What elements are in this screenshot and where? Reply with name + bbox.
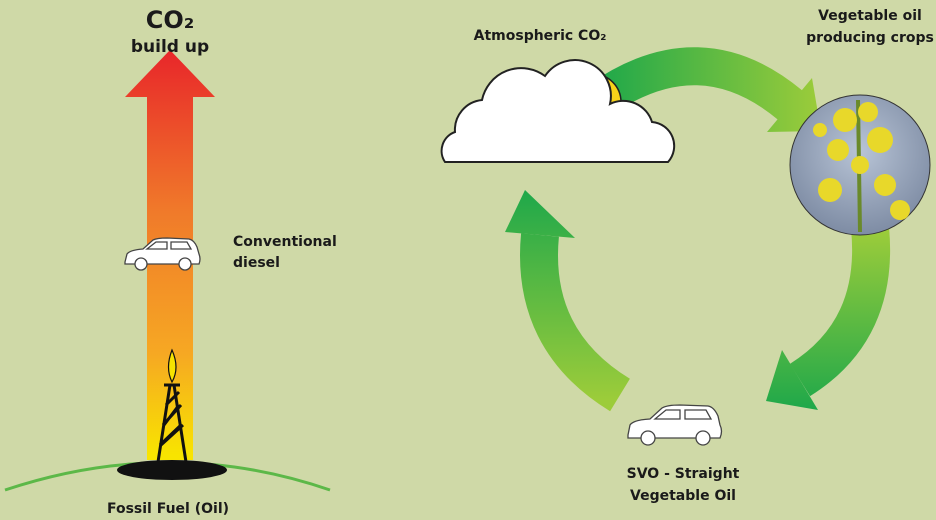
arrow-head <box>505 190 575 238</box>
co2-subtitle: build up <box>131 37 209 57</box>
car-wheel <box>135 258 147 270</box>
atmosphere-label: Atmospheric CO₂ <box>474 28 607 44</box>
shape <box>867 127 893 153</box>
shape <box>818 178 842 202</box>
diagram: CO₂ build up Conventional diesel Fossil … <box>0 0 936 520</box>
cycle-arrow <box>766 228 871 410</box>
crops-label: Vegetable oil <box>818 8 922 24</box>
arrow-shaft <box>600 66 790 105</box>
shape <box>858 102 878 122</box>
shape <box>813 123 827 137</box>
conventional-label: diesel <box>233 255 280 271</box>
arrow-shaft <box>147 95 193 460</box>
crops-label: producing crops <box>806 30 934 46</box>
car-svo <box>628 405 722 445</box>
conventional-label: Conventional <box>233 234 337 250</box>
co2-title: CO₂ <box>146 6 195 34</box>
oil-puddle <box>117 460 227 480</box>
shape <box>890 200 910 220</box>
shape <box>833 108 857 132</box>
cycle-arrow <box>505 190 620 395</box>
crops-photo <box>790 95 930 235</box>
car-wheel <box>696 431 710 445</box>
shape <box>874 174 896 196</box>
fossil-label: Fossil Fuel (Oil) <box>107 501 229 517</box>
arrow-shaft <box>800 228 871 380</box>
arrow-head <box>125 50 215 97</box>
svo-label: Vegetable Oil <box>630 488 736 504</box>
car-wheel <box>641 431 655 445</box>
shape <box>827 139 849 161</box>
arrow-shaft <box>539 235 620 395</box>
page: CO₂ build up Conventional diesel Fossil … <box>0 0 936 520</box>
shape <box>851 156 869 174</box>
svo-label: SVO - Straight <box>627 466 740 482</box>
car-wheel <box>179 258 191 270</box>
